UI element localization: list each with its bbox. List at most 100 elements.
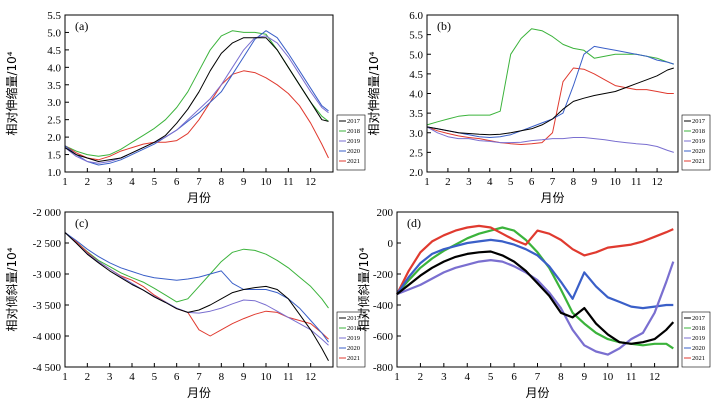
x-tick-label: 2	[85, 371, 91, 383]
series-line-2019	[396, 259, 675, 356]
y-tick-label: -2 000	[33, 207, 62, 219]
x-tick-label: 8	[571, 176, 577, 188]
y-tick-label: 3.0	[47, 97, 61, 109]
x-tick-label: 11	[283, 176, 294, 188]
y-tick-label: 2.5	[47, 115, 61, 127]
x-axis-label: 月份	[540, 191, 564, 205]
legend-label-2017: 2017	[692, 315, 706, 322]
panel-label: (d)	[407, 216, 421, 230]
series-line-2018	[64, 232, 329, 309]
series-line-2020	[64, 30, 329, 166]
x-tick-label: 10	[261, 176, 273, 188]
x-tick-label: 12	[649, 371, 660, 383]
x-tick-label: 7	[550, 176, 556, 188]
y-tick-label: -600	[373, 331, 394, 343]
x-axis-label: 月份	[187, 386, 211, 400]
series-line-2020	[396, 238, 674, 310]
x-tick-label: 9	[582, 371, 588, 383]
series-line-2018	[426, 28, 674, 126]
x-tick-label: 6	[529, 176, 535, 188]
y-tick-label: 3.0	[409, 128, 423, 140]
x-tick-label: 3	[441, 371, 447, 383]
panel-a: 1 2 3 4 5 6 7 8 9 10 11 121.01.52.02.53.03.54.04.55…	[4, 10, 366, 205]
y-tick-label: 2.5	[409, 147, 423, 159]
x-tick-label: 6	[511, 371, 517, 383]
x-tick-label: 1	[62, 371, 68, 383]
legend: 2017 2018 2019 2020 2021	[336, 311, 366, 368]
legend-label-2019: 2019	[347, 335, 360, 342]
x-tick-label: 7	[196, 371, 202, 383]
legend: 2017 2018 2019 2020 2021	[681, 311, 711, 368]
legend-label-2020: 2020	[692, 345, 705, 352]
legend-label-2018: 2018	[692, 325, 705, 332]
y-tick-label: 5.0	[47, 27, 61, 39]
x-tick-label: 5	[508, 176, 514, 188]
x-tick-label: 11	[631, 176, 642, 188]
legend-label-2021: 2021	[347, 355, 360, 362]
plot-frame	[64, 211, 334, 368]
series-line-2021	[64, 232, 329, 340]
legend-label-2017: 2017	[347, 315, 361, 322]
y-tick-label: 5.0	[409, 49, 423, 61]
y-tick-label: -800	[373, 362, 394, 374]
series-line-2017	[396, 250, 675, 345]
legend-label-2018: 2018	[347, 325, 360, 332]
y-axis-label: 相对伸缩量/10⁴	[4, 51, 19, 135]
x-tick-label: 10	[602, 371, 614, 383]
x-tick-label: 4	[465, 371, 471, 383]
y-tick-label: 2.0	[47, 132, 61, 144]
x-tick-label: 3	[466, 176, 472, 188]
series-line-2020	[426, 45, 674, 138]
series-line-2018	[396, 226, 674, 350]
panel-label: (b)	[437, 19, 451, 33]
y-tick-label: -4 500	[33, 362, 62, 374]
legend-label-2021: 2021	[692, 355, 705, 362]
x-tick-label: 6	[174, 371, 180, 383]
x-tick-label: 2	[418, 371, 424, 383]
legend-label-2021: 2021	[692, 158, 705, 165]
legend-label-2019: 2019	[692, 138, 705, 145]
legend-label-2017: 2017	[347, 118, 361, 125]
y-tick-label: 6.0	[409, 10, 423, 22]
series-line-2017	[64, 37, 329, 162]
y-tick-label: -400	[373, 300, 394, 312]
series-line-2019	[64, 232, 329, 346]
x-tick-label: 5	[152, 176, 158, 188]
y-axis-label: 相对伸缩量/10⁴	[366, 51, 381, 135]
x-tick-label: 6	[174, 176, 180, 188]
legend: 2017 2018 2019 2020 2021	[681, 114, 711, 171]
x-axis-label: 月份	[525, 386, 549, 400]
y-tick-label: 5.5	[47, 10, 61, 22]
x-tick-label: 7	[535, 371, 541, 383]
legend-label-2018: 2018	[692, 128, 705, 135]
series-line-2017	[64, 232, 329, 362]
y-tick-label: -3 500	[33, 300, 62, 312]
series-line-2021	[64, 70, 329, 161]
y-tick-label: -200	[373, 269, 394, 281]
legend-label-2019: 2019	[692, 335, 705, 342]
legend-label-2018: 2018	[347, 128, 360, 135]
panel-label: (a)	[75, 19, 88, 33]
plot-frame	[64, 14, 334, 173]
x-tick-label: 4	[129, 176, 135, 188]
panel-b: 1 2 3 4 5 6 7 8 9 10 11 122.02.53.03.54.04.55.05.56…	[366, 10, 711, 205]
series-line-2019	[426, 126, 674, 153]
x-tick-label: 1	[424, 176, 430, 188]
x-tick-label: 1	[394, 371, 400, 383]
x-tick-label: 9	[592, 176, 598, 188]
x-tick-label: 10	[261, 371, 273, 383]
legend-label-2020: 2020	[692, 148, 705, 155]
x-tick-label: 2	[85, 176, 91, 188]
y-tick-label: 3.5	[47, 80, 61, 92]
x-tick-label: 9	[241, 176, 247, 188]
legend-label-2019: 2019	[347, 138, 360, 145]
series-line-2021	[396, 224, 674, 295]
y-tick-label: 200	[377, 207, 394, 219]
y-tick-label: 5.5	[409, 30, 423, 42]
series-line-2021	[426, 67, 674, 145]
legend-label-2021: 2021	[347, 158, 360, 165]
x-axis-label: 月份	[187, 191, 211, 205]
x-tick-label: 12	[305, 371, 316, 383]
y-tick-label: -2 500	[33, 238, 62, 250]
